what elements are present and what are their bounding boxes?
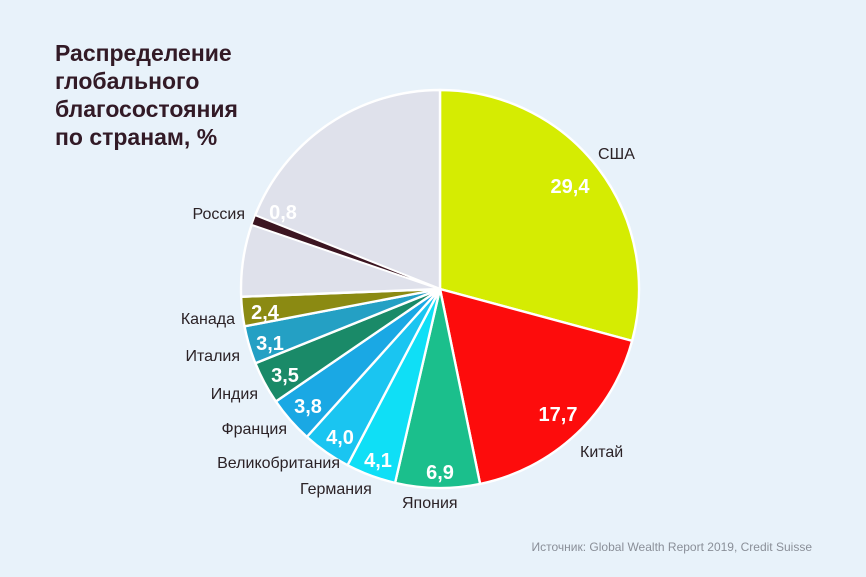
- slice-name-india: Индия: [211, 386, 258, 403]
- slice-name-japan: Япония: [402, 495, 458, 512]
- slice-value-china: 17,7: [539, 404, 578, 426]
- slice-value-usa: 29,4: [551, 176, 591, 198]
- slice-name-france: Франция: [221, 421, 287, 438]
- slice-value-japan: 6,9: [426, 462, 454, 484]
- chart-title: Распределение глобального благосостояния…: [55, 39, 238, 151]
- slice-name-germany: Германия: [300, 481, 372, 498]
- slice-value-italy: 3,1: [256, 333, 284, 355]
- slice-value-india: 3,5: [271, 365, 299, 387]
- slice-name-russia: Россия: [193, 206, 245, 223]
- pie-slice-china: [438, 287, 634, 486]
- chart-title-line-4: по странам, %: [55, 124, 218, 150]
- slice-value-canada: 2,4: [251, 302, 280, 324]
- pie-slice-other-2: [253, 88, 442, 291]
- pie-slice-usa: [438, 88, 641, 343]
- slice-name-labels: США Китай Япония Германия Великобритания…: [181, 146, 635, 512]
- slice-name-canada: Канада: [181, 311, 235, 328]
- pie-slices: [239, 88, 641, 490]
- chart-title-line-2: глобального: [55, 68, 200, 94]
- slice-name-uk: Великобритания: [217, 455, 340, 472]
- slice-value-uk: 4,0: [326, 427, 354, 449]
- slice-name-italy: Италия: [186, 348, 240, 365]
- chart-title-line-3: благосостояния: [55, 96, 238, 122]
- slice-value-germany: 4,1: [364, 450, 392, 472]
- pie-slice-russia: [250, 214, 441, 290]
- slice-value-russia: 0,8: [269, 202, 297, 224]
- chart-title-line-1: Распределение: [55, 40, 232, 66]
- slice-value-labels: 29,4 17,7 6,9 4,1 4,0 3,8 3,5 3,1 2,4 0,…: [251, 176, 590, 484]
- slice-name-usa: США: [598, 146, 635, 163]
- slice-value-france: 3,8: [294, 396, 322, 418]
- source-note: Источник: Global Wealth Report 2019, Cre…: [532, 540, 813, 554]
- slice-name-china: Китай: [580, 444, 623, 461]
